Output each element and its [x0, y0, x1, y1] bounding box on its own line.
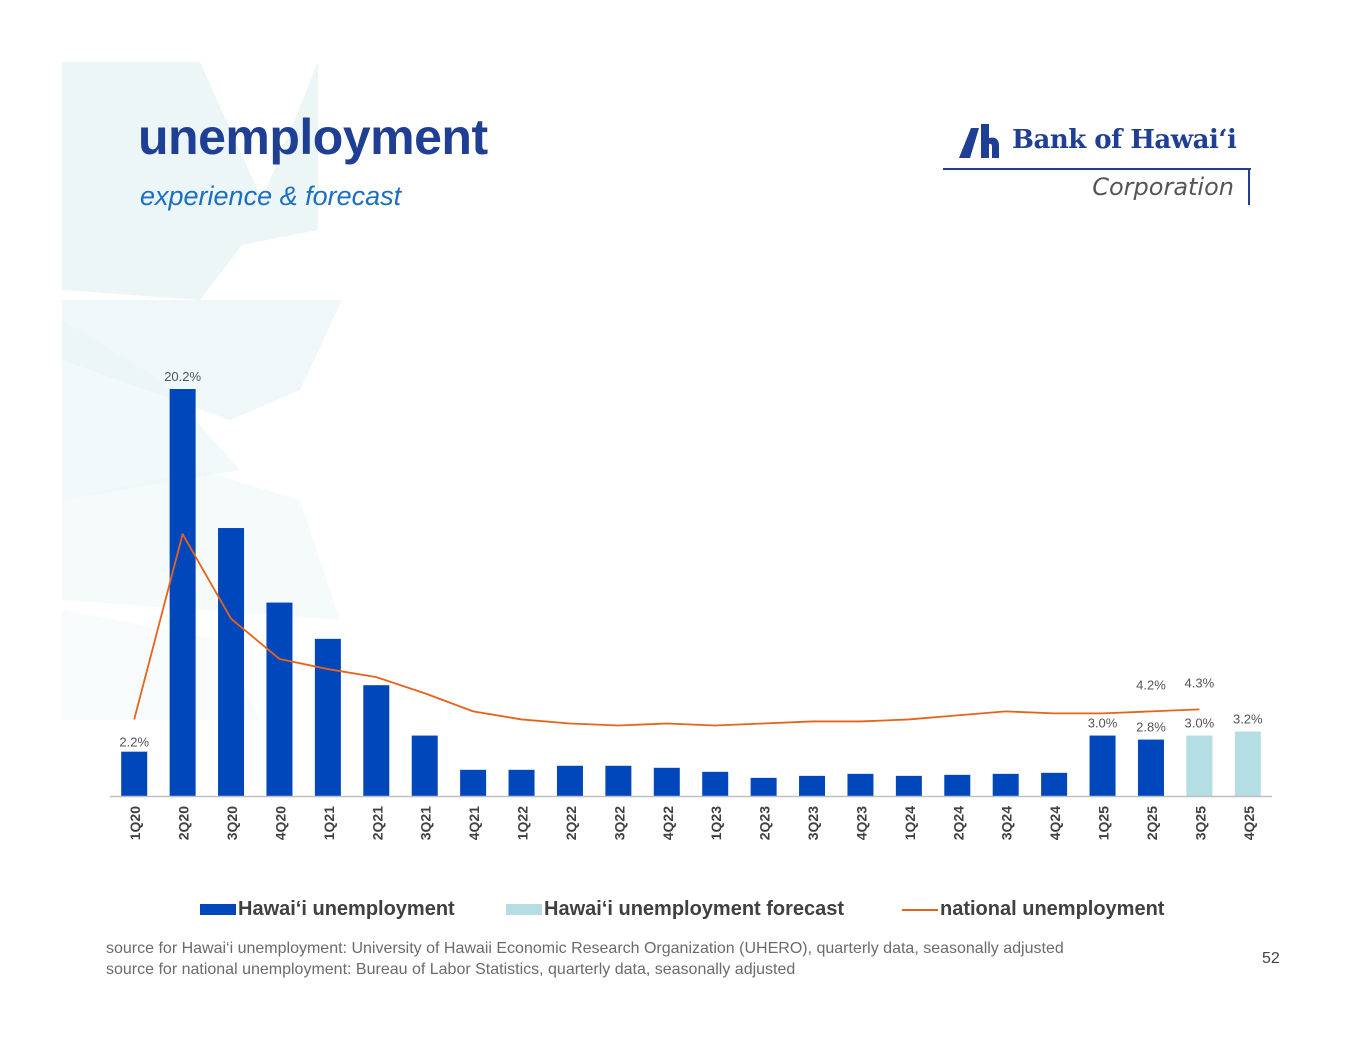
x-tick-label-4Q20: 4Q20: [272, 806, 288, 840]
bar-actual-1Q20: [121, 751, 148, 796]
x-tick-label-4Q23: 4Q23: [853, 806, 869, 840]
data-label-2-3Q25: 4.3%: [1185, 675, 1215, 690]
x-tick-label-2Q21: 2Q21: [369, 806, 385, 840]
bar-actual-4Q24: [1041, 772, 1068, 796]
x-tick-label-3Q25: 3Q25: [1192, 806, 1208, 840]
source-national: source for national unemployment: Bureau…: [106, 961, 796, 978]
x-tick-label-4Q21: 4Q21: [466, 806, 482, 840]
bar-forecast-4Q25: [1234, 731, 1261, 796]
x-tick-label-2Q22: 2Q22: [563, 806, 579, 840]
source-hawaii: source for Hawai‘i unemployment: Univers…: [106, 940, 1064, 957]
page-number: 52: [1262, 950, 1280, 967]
x-tick-label-1Q25: 1Q25: [1096, 806, 1112, 840]
line-national-unemployment: [133, 533, 1200, 727]
data-label-0-2Q20: 20.2%: [164, 369, 201, 384]
bar-actual-3Q21: [411, 735, 438, 796]
data-label-1-4Q25: 3.2%: [1233, 712, 1263, 727]
bar-actual-4Q21: [460, 769, 487, 796]
bar-actual-3Q22: [605, 765, 632, 796]
bar-actual-2Q20: [169, 389, 196, 796]
legend-swatch-national: [902, 908, 938, 911]
bar-actual-3Q24: [992, 773, 1019, 796]
x-tick-label-4Q24: 4Q24: [1047, 806, 1063, 840]
legend-item-national: national unemployment: [902, 898, 1164, 921]
bar-actual-4Q23: [847, 773, 874, 796]
data-label-1-3Q25: 3.0%: [1185, 716, 1215, 731]
bank-logo-sub: Corporation: [1092, 173, 1234, 201]
bar-actual-2Q21: [363, 685, 390, 796]
legend-swatch-forecast: [506, 904, 542, 915]
source-notes: source for Hawai‘i unemployment: Univers…: [106, 938, 1064, 980]
x-tick-label-2Q25: 2Q25: [1144, 806, 1160, 840]
x-tick-label-3Q20: 3Q20: [224, 806, 240, 840]
x-tick-label-2Q23: 2Q23: [757, 806, 773, 840]
background-star-motif: [62, 62, 342, 720]
bar-actual-1Q23: [702, 771, 729, 796]
bank-logo-mark-icon: [959, 124, 999, 158]
x-tick-label-1Q20: 1Q20: [127, 806, 143, 840]
x-tick-label-1Q24: 1Q24: [902, 806, 918, 840]
x-tick-label-4Q25: 4Q25: [1241, 806, 1257, 840]
bank-logo-name: Bank of Hawai‘i: [1012, 125, 1237, 155]
bar-actual-2Q22: [556, 765, 583, 796]
data-label-0-2Q25: 2.8%: [1136, 720, 1166, 735]
bar-actual-1Q22: [508, 769, 535, 796]
x-tick-label-3Q22: 3Q22: [611, 806, 627, 840]
bank-logo: Bank of Hawai‘i Corporation: [940, 120, 1260, 210]
legend-label-national: national unemployment: [940, 898, 1165, 920]
bar-actual-1Q24: [895, 775, 922, 796]
x-tick-label-1Q23: 1Q23: [708, 806, 724, 840]
x-tick-label-3Q23: 3Q23: [805, 806, 821, 840]
x-tick-label-3Q24: 3Q24: [999, 806, 1015, 840]
bar-actual-4Q22: [653, 767, 680, 796]
bar-actual-3Q20: [218, 528, 245, 796]
data-label-0-1Q25: 3.0%: [1088, 716, 1118, 731]
x-tick-label-3Q21: 3Q21: [418, 806, 434, 840]
page-subtitle: experience & forecast: [140, 181, 402, 211]
legend-item-actual: Hawai‘i unemployment: [200, 898, 455, 921]
logo-vertical-divider: [1248, 168, 1250, 205]
x-tick-label-1Q21: 1Q21: [321, 806, 337, 840]
bar-actual-3Q23: [799, 775, 826, 796]
logo-divider: [943, 168, 1251, 170]
chart-legend: Hawai‘i unemployment Hawai‘i unemploymen…: [0, 898, 1365, 928]
page-title: unemployment: [138, 109, 488, 165]
legend-swatch-actual: [200, 904, 236, 915]
data-label-0-1Q20: 2.2%: [119, 735, 149, 750]
bar-actual-2Q23: [750, 777, 777, 796]
bar-actual-1Q25: [1089, 735, 1116, 796]
bar-actual-4Q20: [266, 602, 293, 796]
x-tick-label-1Q22: 1Q22: [515, 806, 531, 840]
legend-label-actual: Hawai‘i unemployment: [238, 898, 455, 920]
bar-actual-2Q24: [944, 774, 971, 796]
legend-label-forecast: Hawai‘i unemployment forecast: [544, 898, 845, 920]
bar-actual-2Q25: [1137, 739, 1164, 796]
x-tick-label-2Q24: 2Q24: [950, 806, 966, 840]
bar-forecast-3Q25: [1186, 735, 1213, 796]
x-tick-label-2Q20: 2Q20: [176, 806, 192, 840]
bar-actual-1Q21: [314, 638, 341, 796]
x-tick-label-4Q22: 4Q22: [660, 806, 676, 840]
legend-item-forecast: Hawai‘i unemployment forecast: [506, 898, 844, 921]
data-label-2-2Q25: 4.2%: [1136, 677, 1166, 692]
